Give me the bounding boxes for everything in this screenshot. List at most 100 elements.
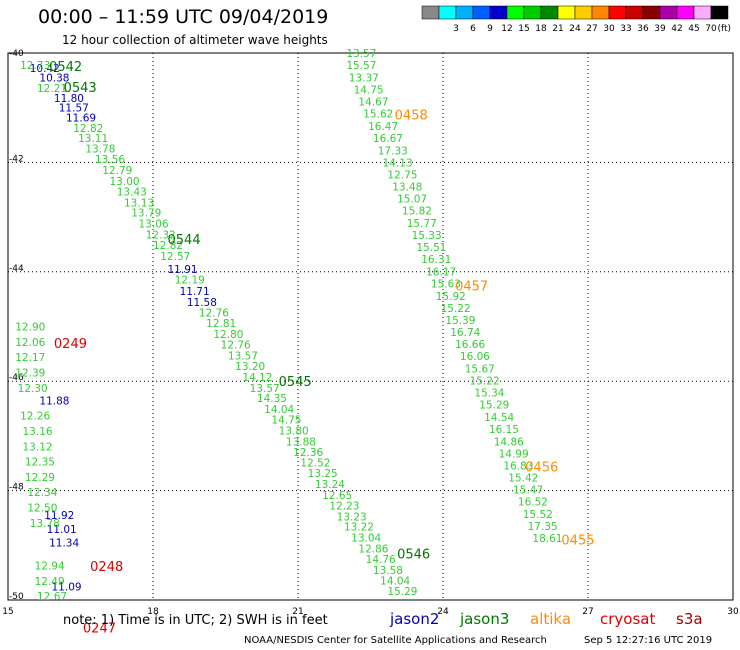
pass-time-label: 0455 <box>561 533 594 548</box>
pass-time-label: 0543 <box>64 81 97 96</box>
swh-value-altika: 15.33 <box>412 230 442 242</box>
satellite-legend-cryosat: cryosat <box>600 610 655 628</box>
page-title: 00:00 – 11:59 UTC 09/04/2019 <box>38 6 329 28</box>
swh-value-jason2: 11.91 <box>168 264 198 276</box>
swh-value-altika: 16.67 <box>373 133 403 145</box>
legend-tick-label: 42 <box>671 24 682 34</box>
legend-swatch <box>625 5 644 20</box>
swh-value-cryosat: 12.17 <box>15 352 45 364</box>
legend-swatch <box>421 5 440 20</box>
swh-value-jason3: 12.23 <box>329 500 359 512</box>
legend-tick-label: 18 <box>535 24 547 34</box>
swh-value-altika: 12.75 <box>387 169 417 181</box>
legend-tick-label: 33 <box>620 24 631 34</box>
swh-value-altika: 14.67 <box>358 97 388 109</box>
swh-value-jason3: 12.32 <box>146 230 176 242</box>
legend-swatch <box>557 5 576 20</box>
swh-value-altika: 14.54 <box>484 412 514 424</box>
swh-value-altika: 14.75 <box>354 85 384 97</box>
swh-value-cryosat: 12.30 <box>18 383 48 395</box>
legend-swatch <box>608 5 627 20</box>
legend-tick-label: 39 <box>654 24 666 34</box>
swh-value-altika: 15.22 <box>441 303 471 315</box>
legend-tick-label: 15 <box>518 24 529 34</box>
swh-value-jason3: 14.35 <box>257 393 287 405</box>
swh-value-jason3: 12.76 <box>199 307 229 319</box>
swh-value-cryosat: 12.94 <box>35 561 65 573</box>
swh-value-jason3: 13.79 <box>131 208 161 220</box>
page-subtitle: 12 hour collection of altimeter wave hei… <box>62 33 328 47</box>
x-tick-label: 27 <box>582 607 593 617</box>
swh-value-altika: 13.37 <box>349 73 379 85</box>
grid-lines <box>8 53 733 600</box>
legend-swatch <box>472 5 491 20</box>
swh-value-jason3: 12.86 <box>358 544 388 556</box>
legend-tick-label: 30 <box>603 24 615 34</box>
footer-timestamp: Sep 5 12:27:16 UTC 2019 <box>584 635 712 646</box>
swh-value-jason3: 13.24 <box>315 479 345 491</box>
swh-value-jason2: 10.42 <box>30 63 60 75</box>
legend-swatch <box>642 5 661 20</box>
swh-value-cryosat: 13.16 <box>23 426 53 438</box>
swh-value-jason3: 13.78 <box>85 144 115 156</box>
pass-time-label: 0542 <box>49 60 82 75</box>
x-tick-label: 30 <box>727 607 739 617</box>
swh-value-altika: 16.74 <box>450 327 480 339</box>
swh-value-cryosat: 12.67 <box>37 591 67 603</box>
swh-value-jason3: 13.11 <box>78 133 108 145</box>
swh-value-altika: 15.52 <box>523 509 553 521</box>
time-labels: 0542 0543 0544 0545 0546 0458 0457 0456 0455 0249… <box>49 60 594 636</box>
swh-value-altika: 15.29 <box>479 400 509 412</box>
swh-value-jason3: 15.29 <box>387 586 417 598</box>
swh-value-altika: 16.17 <box>426 266 456 278</box>
swh-value-altika: 16.47 <box>368 121 398 133</box>
swh-value-cryosat: 12.35 <box>25 457 55 469</box>
pass-time-label: 0544 <box>168 233 201 248</box>
pass-time-label: 0456 <box>525 461 558 476</box>
swh-value-jason3: 13.23 <box>337 511 367 523</box>
swh-value-jason2: 11.92 <box>44 510 74 522</box>
swh-value-cryosat: 12.39 <box>15 367 45 379</box>
swh-value-cryosat: 13.12 <box>23 441 53 453</box>
swh-value-jason3: 13.43 <box>117 186 147 198</box>
swh-value-jason3: 13.57 <box>250 383 280 395</box>
legend-swatch <box>659 5 678 20</box>
swh-value-cryosat: 12.26 <box>20 411 50 423</box>
legend-tick-label: 21 <box>552 24 563 34</box>
legend-swatch <box>676 5 695 20</box>
y-tick-label: -40 <box>9 49 24 59</box>
legend-swatch <box>506 5 525 20</box>
swh-value-jason3: 12.76 <box>221 340 251 352</box>
legend-swatch <box>438 5 457 20</box>
swh-value-jason3: 12.21 <box>37 83 67 95</box>
footer-credit: NOAA/NESDIS Center for Satellite Applica… <box>244 635 547 646</box>
legend-tick-label: 27 <box>586 24 597 34</box>
x-tick-label: 21 <box>292 607 303 617</box>
swh-value-altika: 15.92 <box>436 291 466 303</box>
y-tick-label: -46 <box>9 373 24 383</box>
swh-value-jason3: 13.80 <box>279 425 309 437</box>
swh-value-altika: 15.57 <box>346 60 376 72</box>
x-tick-label: 15 <box>2 607 13 617</box>
swh-value-jason3: 13.20 <box>235 361 265 373</box>
swh-value-altika: 18.61 <box>532 533 562 545</box>
swh-value-altika: 13.57 <box>346 48 376 60</box>
swh-value-jason2: 11.80 <box>54 93 84 105</box>
swh-value-jason2: 11.69 <box>66 113 96 125</box>
swh-value-altika: 16.31 <box>421 254 451 266</box>
satellite-legend-jason2: jason2 <box>389 610 439 628</box>
swh-value-altika: 15.42 <box>508 472 538 484</box>
swh-value-altika: 16.06 <box>460 351 490 363</box>
legend-unit: (ft) <box>717 24 731 34</box>
pass-time-label: 0545 <box>279 375 312 390</box>
satellite-legend-s3a: s3a <box>676 610 703 628</box>
legend-tick-label: 24 <box>569 24 581 34</box>
swh-value-jason2: 11.88 <box>39 395 69 407</box>
footer: note: 1) Time is in UTC; 2) SWH is in fe… <box>63 610 712 646</box>
swh-value-jason3: 12.80 <box>213 329 243 341</box>
swh-value-cryosat: 12.06 <box>15 337 45 349</box>
swh-value-altika: 14.13 <box>383 157 413 169</box>
swh-value-altika: 15.07 <box>397 194 427 206</box>
legend-swatch <box>523 5 542 20</box>
legend-tick-label: 12 <box>501 24 512 34</box>
